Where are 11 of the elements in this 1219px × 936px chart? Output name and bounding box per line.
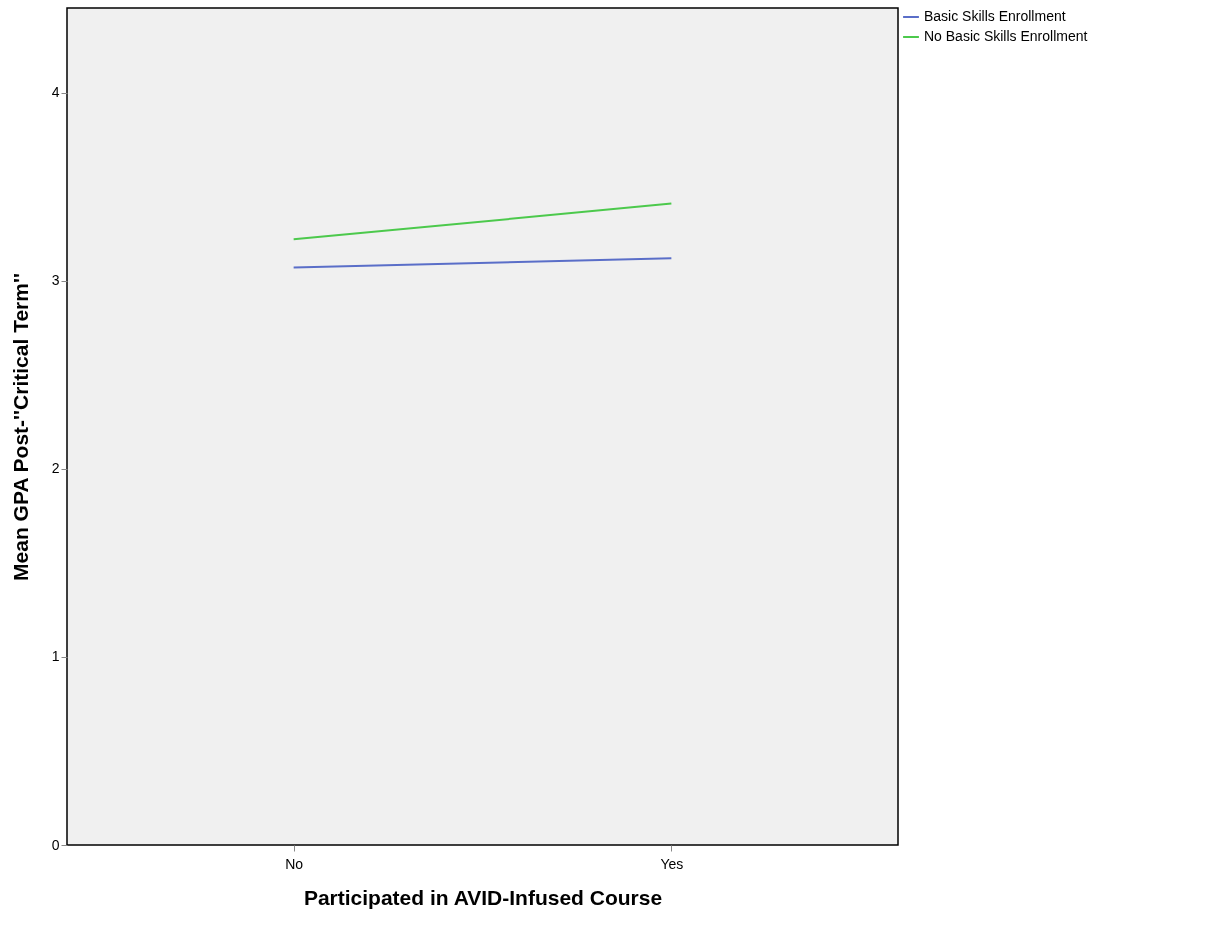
- legend-label: No Basic Skills Enrollment: [924, 28, 1088, 44]
- x-tick-label: Yes: [660, 855, 684, 872]
- y-tick-label: 2: [51, 460, 60, 477]
- y-tick-label: 0: [51, 836, 60, 853]
- legend-label: Basic Skills Enrollment: [924, 8, 1066, 24]
- y-tick-label: 4: [51, 84, 60, 101]
- y-tick-label: 1: [51, 648, 60, 665]
- y-tick-label: 3: [51, 272, 60, 289]
- y-axis-title: Mean GPA Post-''Critical Term'': [8, 273, 32, 581]
- x-axis-title: Participated in AVID-Infused Course: [303, 885, 663, 909]
- x-tick-label: No: [285, 855, 304, 872]
